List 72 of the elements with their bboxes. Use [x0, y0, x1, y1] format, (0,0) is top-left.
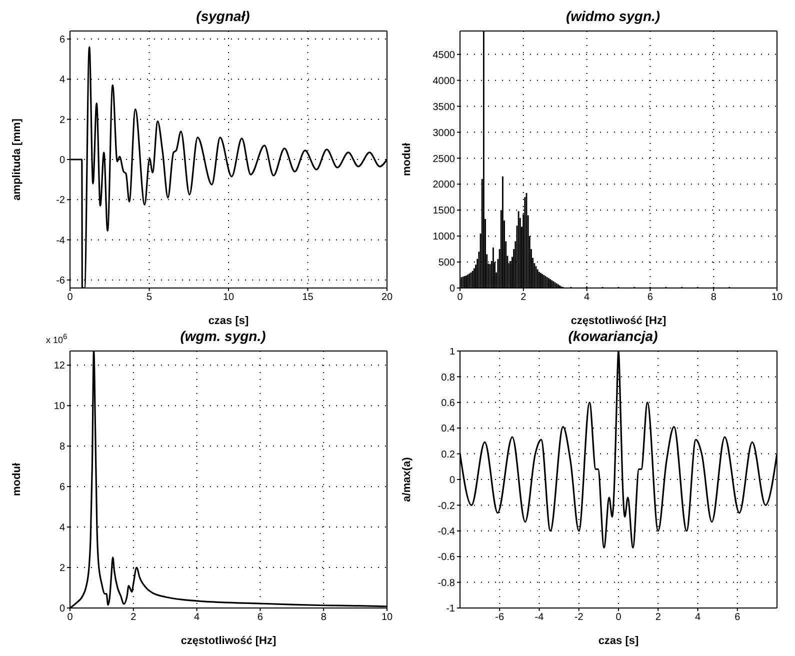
- text: x 10$^{6}$: [46, 332, 68, 345]
- x-tick-label: -4: [534, 612, 544, 624]
- y-axis-title: moduł: [400, 143, 413, 176]
- x-tick-label: 0: [67, 292, 74, 304]
- y-tick-label: 3500: [432, 102, 456, 113]
- y-tick-label: 2: [59, 114, 66, 126]
- x-tick-label: 10: [222, 292, 234, 304]
- y-tick-label: 6: [59, 482, 66, 494]
- x-tick-label: 4: [194, 612, 200, 624]
- x-tick-label: 4: [694, 612, 701, 624]
- x-tick-label: 8: [320, 612, 327, 624]
- chart-title: (kowariancja): [567, 328, 659, 346]
- y-tick-label: 0.4: [441, 424, 456, 435]
- x-tick-label: 0: [457, 292, 464, 304]
- y-axis-title: amplituda [mm]: [10, 118, 23, 200]
- x-tick-label: 0: [67, 612, 74, 624]
- x-tick-label: 15: [302, 292, 314, 304]
- x-tick-label: 6: [734, 612, 741, 624]
- y-tick-label: 1: [449, 346, 456, 358]
- x-tick-label: 2: [520, 292, 527, 304]
- x-tick-label: 0: [616, 612, 622, 624]
- y-tick-label: 1500: [432, 206, 456, 217]
- y-tick-label: 10: [54, 401, 66, 412]
- y-tick-label: -2: [56, 195, 66, 206]
- y-tick-label: 8: [59, 442, 66, 453]
- x-tick-label: 5: [146, 292, 152, 304]
- y-tick-label: 0: [449, 475, 456, 486]
- y-tick-label: -1: [446, 604, 456, 615]
- y-tick-label: 0: [59, 604, 66, 615]
- y-tick-label: 1000: [432, 232, 456, 243]
- x-axis-title: częstotliwość [Hz]: [570, 315, 667, 327]
- x-tick-label: 8: [710, 292, 717, 304]
- y-tick-label: 4000: [432, 76, 456, 87]
- x-tick-label: -6: [495, 612, 504, 624]
- y-tick-label: 0.2: [441, 449, 456, 460]
- y-tick-label: 0: [59, 155, 66, 166]
- y-tick-label: 2500: [432, 154, 456, 165]
- chart-title: (sygnał): [195, 8, 251, 26]
- x-tick-label: 10: [381, 612, 393, 624]
- y-tick-label: 4500: [432, 50, 456, 61]
- x-tick-label: 2: [655, 612, 662, 624]
- y-tick-label: 0: [449, 284, 456, 295]
- y-tick-label: 12: [54, 360, 66, 372]
- y-axis-title: moduł: [10, 463, 23, 496]
- y-tick-label: 2000: [432, 180, 456, 191]
- x-tick-label: 2: [130, 612, 137, 624]
- x-tick-label: 6: [257, 612, 264, 624]
- x-tick-label: 10: [771, 292, 783, 304]
- y-tick-label: 2: [59, 563, 66, 574]
- y-tick-label: 0.6: [441, 398, 456, 409]
- y-tick-label: -4: [56, 235, 66, 246]
- y-tick-label: 500: [438, 258, 456, 269]
- y-tick-label: -0.4: [438, 526, 456, 538]
- y-tick-label: 4: [59, 74, 66, 86]
- y-tick-label: 4: [59, 522, 66, 534]
- x-axis-title: czas [s]: [208, 315, 250, 327]
- x-tick-label: 6: [647, 292, 654, 304]
- y-tick-label: -0.6: [438, 552, 456, 564]
- x-tick-label: -2: [574, 612, 584, 624]
- y-tick-label: 3000: [432, 128, 456, 139]
- y-tick-label: 6: [59, 34, 66, 46]
- x-axis-title: czas [s]: [598, 635, 640, 647]
- x-tick-label: 4: [584, 292, 590, 304]
- y-axis-title: a/max(a): [400, 456, 413, 502]
- y-tick-label: 0.8: [441, 372, 456, 384]
- chart-title: (wgm. sygn.): [180, 328, 266, 344]
- chart-title: (widmo sygn.): [564, 8, 662, 26]
- x-axis-title: częstotliwość [Hz]: [180, 635, 277, 647]
- y-tick-label: -6: [56, 276, 66, 287]
- x-tick-label: 20: [381, 292, 393, 304]
- y-tick-label: -0.2: [438, 500, 456, 512]
- y-tick-label: -0.8: [438, 578, 456, 589]
